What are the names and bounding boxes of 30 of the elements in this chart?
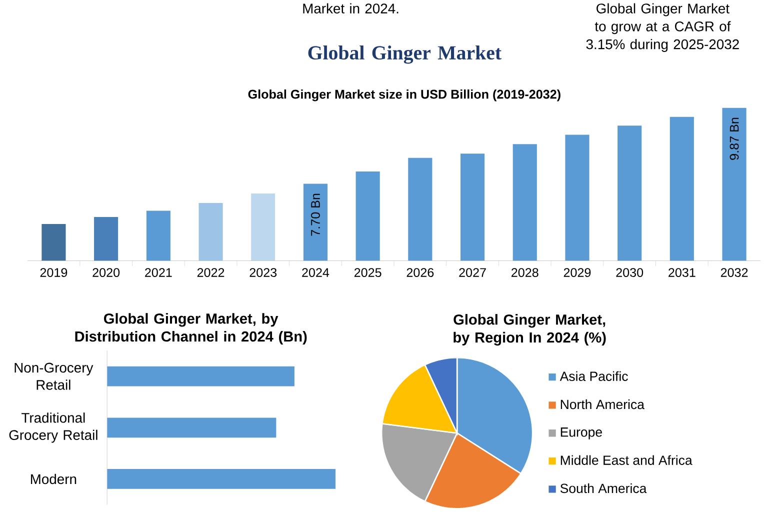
x-tick-label: 2025: [354, 268, 382, 278]
chart-subtitle: Global Ginger Market size in USD Billion (2019-2032): [248, 90, 560, 102]
x-tick-label: 2032: [720, 268, 748, 278]
x-tick-label: 2024: [302, 268, 330, 278]
x-tick-label: 2027: [459, 268, 486, 278]
legend-label: South America: [560, 484, 647, 494]
y-tick-label: Modern: [30, 474, 76, 484]
legend-label: North America: [560, 400, 644, 410]
y-tick-label: Non-Grocery Retail: [14, 363, 94, 390]
legend-label: Asia Pacific: [560, 371, 628, 382]
x-tick-label: 2019: [40, 268, 68, 278]
chart-title: Global Ginger Market, by Distribution Channel in 2024 (Bn): [75, 313, 307, 345]
y-tick-label: Traditional Grocery Retail: [9, 412, 98, 443]
x-tick-label: 2021: [145, 268, 172, 278]
x-tick-label: 2022: [197, 268, 224, 278]
data-label: 9.87 Bn: [730, 118, 739, 160]
x-tick-label: 2030: [616, 268, 644, 278]
text: Global Ginger Market to grow at a CAGR of 3.15% during 2025-2032: [586, 3, 739, 52]
x-tick-label: 2031: [668, 268, 696, 278]
legend-label: Europe: [560, 428, 602, 440]
x-tick-label: 2028: [512, 268, 538, 278]
x-tick-label: 2020: [92, 268, 120, 278]
x-tick-label: 2023: [250, 268, 277, 278]
legend-label: Middle East and Africa: [560, 455, 692, 466]
x-tick-label: 2026: [406, 268, 434, 278]
chart-title: Global Ginger Market, by Region In 2024 (%): [454, 314, 606, 346]
text: Market in 2024.: [303, 3, 398, 14]
data-label: 7.70 Bn: [311, 194, 320, 236]
x-tick-label: 2029: [564, 268, 591, 278]
chart-title: Global Ginger Market: [308, 46, 502, 64]
